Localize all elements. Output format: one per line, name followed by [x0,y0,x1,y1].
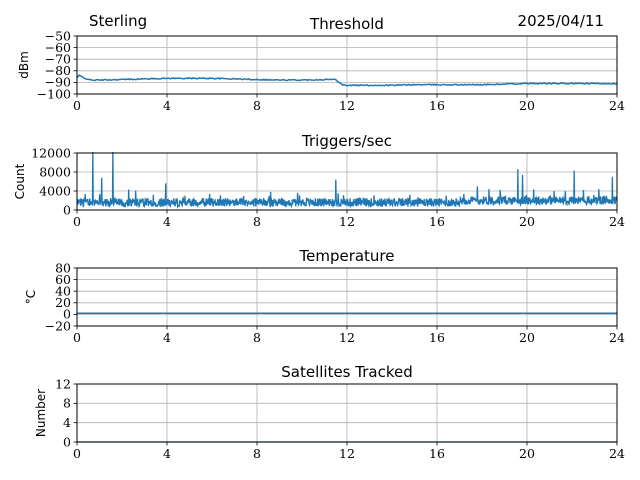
y-tick-label: 0 [63,307,71,322]
y-axis-label: Number [34,389,48,437]
series-line [76,152,618,210]
x-tick-label: 12 [339,98,355,113]
x-tick-label: 24 [609,446,625,461]
y-tick-label: 8000 [39,164,71,179]
y-tick-label: 8 [63,396,71,411]
panel-title: Threshold [309,15,384,33]
y-tick-label: −80 [45,63,71,78]
x-tick-label: 20 [519,446,535,461]
y-tick-label: 0 [63,202,71,217]
x-tick-label: 8 [253,98,261,113]
x-tick-label: 0 [73,330,81,345]
panel-title: Temperature [298,247,394,265]
x-tick-label: 24 [609,330,625,345]
x-tick-label: 0 [73,446,81,461]
y-axis-label: °C [24,290,38,304]
y-tick-label: −100 [37,86,71,101]
x-tick-label: 4 [163,330,171,345]
date-label: 2025/04/11 [517,12,604,30]
x-tick-label: 20 [519,98,535,113]
x-tick-label: 4 [163,446,171,461]
x-tick-label: 20 [519,214,535,229]
y-axis-label: dBm [17,51,31,79]
y-tick-label: −90 [45,75,71,90]
panel-2: 0 4 8 12 16 20 24 0 4000 8000 12000 Triggers/sec Cou… [13,132,625,229]
x-tick-label: 16 [429,98,445,113]
x-tick-label: 4 [163,98,171,113]
y-tick-label: 4000 [39,183,71,198]
panel-title: Satellites Tracked [281,363,412,381]
panel-1: 0 4 8 12 16 20 24 −50−60−70−80−90−100 Threshold d… [17,15,625,113]
x-tick-label: 8 [253,446,261,461]
x-tick-label: 16 [429,330,445,345]
x-tick-label: 8 [253,330,261,345]
y-tick-label: 40 [55,284,71,299]
y-tick-label: 12 [55,376,71,391]
y-tick-label: 60 [55,272,71,287]
x-tick-label: 8 [253,214,261,229]
x-tick-label: 20 [519,330,535,345]
y-tick-label: −50 [45,28,71,43]
site-name: Sterling [89,12,148,30]
y-tick-label: −20 [45,318,71,333]
series-line [76,73,618,87]
x-tick-label: 24 [609,98,625,113]
x-tick-label: 4 [163,214,171,229]
y-tick-label: 20 [55,295,71,310]
x-tick-label: 24 [609,214,625,229]
y-tick-label: 4 [63,415,71,430]
y-tick-label: 0 [63,434,71,449]
x-tick-label: 12 [339,446,355,461]
x-tick-label: 0 [73,214,81,229]
x-tick-label: 16 [429,214,445,229]
y-tick-label: −60 [45,40,71,55]
y-tick-label: 80 [55,260,71,275]
x-tick-label: 12 [339,330,355,345]
y-tick-label: 12000 [31,145,71,160]
y-axis-label: Count [13,163,27,199]
x-tick-label: 12 [339,214,355,229]
panel-title: Triggers/sec [301,132,392,150]
panel-4: 0 4 8 12 16 20 24 12 8 4 0 Satellites Tracked Number [34,363,625,461]
x-tick-label: 0 [73,98,81,113]
x-tick-label: 16 [429,446,445,461]
y-tick-label: −70 [45,52,71,67]
